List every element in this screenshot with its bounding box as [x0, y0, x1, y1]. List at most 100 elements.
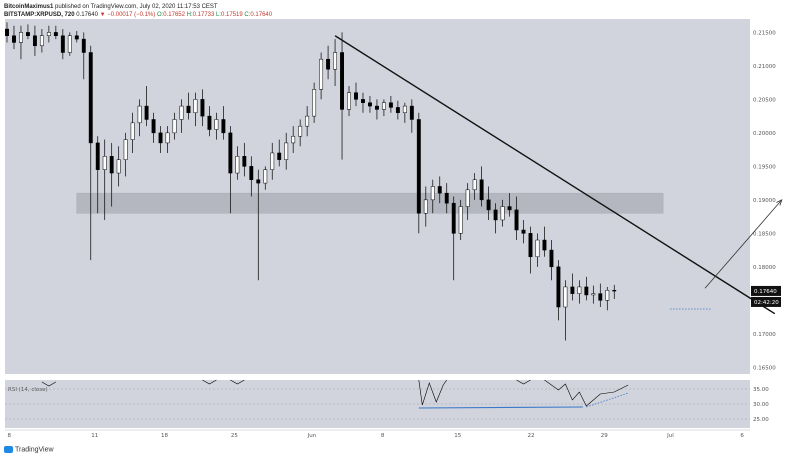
candle-up	[591, 293, 596, 296]
x-tick-label: 6	[740, 433, 744, 439]
resistance-zone	[76, 192, 664, 214]
candle-down	[388, 102, 393, 108]
candle-up	[305, 115, 310, 127]
x-tick-label: 22	[528, 433, 535, 439]
descending-trendline	[334, 35, 776, 315]
candle-down	[25, 32, 30, 36]
candle-up	[312, 89, 317, 117]
candle-up	[19, 32, 23, 43]
ohlc-h: 0.17733	[192, 12, 215, 18]
candle-down	[493, 209, 498, 221]
candle-down	[144, 105, 149, 120]
candle-down	[81, 38, 86, 53]
candle-down	[542, 239, 547, 251]
candle-up	[116, 159, 121, 174]
candle-down	[514, 209, 519, 231]
candle-down	[186, 105, 191, 114]
rsi-level-label: 25.00	[753, 417, 769, 423]
y-tick-label: 0.21500	[753, 30, 776, 36]
tradingview-brand[interactable]: TradingView	[4, 446, 54, 453]
candle-down	[584, 286, 589, 296]
candle-down	[409, 105, 414, 120]
candle-down	[32, 35, 37, 47]
projection-arrow-shaft	[704, 199, 783, 289]
candle-down	[451, 202, 456, 234]
publisher-name[interactable]: BitcoinMaximus1	[4, 4, 54, 10]
x-tick-label: 25	[231, 433, 238, 439]
candle-down	[326, 58, 331, 70]
x-tick-label: Jun	[307, 433, 317, 439]
ohlc-o-label: O:	[156, 12, 164, 18]
candle-down	[221, 119, 226, 134]
candle-down	[200, 99, 205, 117]
candle-up	[165, 132, 170, 144]
candle-up	[458, 206, 463, 234]
y-tick-label: 0.18500	[753, 231, 776, 237]
candle-down	[507, 206, 512, 211]
candle-down	[207, 115, 212, 130]
candle-up	[270, 152, 275, 170]
candle-up	[130, 122, 135, 140]
candle-down	[95, 142, 100, 170]
rsi-level-label: 30.00	[753, 402, 769, 408]
candle-up	[284, 142, 289, 160]
candle-down	[256, 179, 261, 184]
candle-down	[151, 119, 156, 134]
rsi-label: RSI (14, close)	[8, 387, 48, 393]
candle-down	[249, 166, 254, 181]
candle-down	[53, 32, 58, 36]
candle-down	[486, 199, 491, 211]
candle-down	[74, 35, 79, 40]
candle-up	[605, 290, 610, 301]
candle-down	[549, 249, 554, 268]
x-tick-label: 8	[381, 433, 385, 439]
candle-up	[465, 189, 470, 207]
candle-up	[46, 32, 51, 36]
x-tick-label: 18	[161, 433, 168, 439]
y-tick-label: 0.19000	[753, 198, 776, 204]
candle-down	[5, 28, 9, 36]
y-tick-label: 0.18000	[753, 265, 776, 271]
ohlc-l: 0.17519	[221, 12, 243, 18]
projection-arrow-head	[776, 199, 783, 206]
candle-up	[563, 286, 568, 308]
publish-info: BitcoinMaximus1 published on TradingView…	[4, 3, 218, 11]
candle-down	[521, 229, 526, 234]
rsi-line	[418, 379, 447, 406]
ohlc-l-label: L:	[216, 12, 222, 18]
candle-down	[60, 35, 65, 53]
y-tick-label: 0.17000	[753, 332, 776, 338]
candle-up	[67, 35, 72, 53]
candle-down	[570, 286, 575, 294]
y-tick-label: 0.21000	[753, 64, 776, 70]
candle-up	[381, 102, 386, 110]
candle-down	[109, 156, 114, 174]
y-tick-label: 0.20500	[753, 97, 776, 103]
candle-down	[612, 290, 617, 292]
rsi-fragment-line	[516, 379, 531, 385]
publish-date: published on TradingView.com, July 02, 2…	[55, 4, 218, 10]
candle-up	[472, 179, 477, 191]
candle-down	[437, 186, 442, 194]
candle-up	[193, 99, 198, 114]
candle-up	[577, 286, 582, 294]
candle-down	[340, 52, 344, 110]
candle-down	[528, 233, 533, 258]
rsi-line	[544, 379, 629, 407]
x-tick-label: 29	[601, 433, 608, 439]
candle-down	[395, 107, 400, 114]
brand-label: TradingView	[15, 446, 54, 454]
price-change: ▼ −0.00017 (−0.1%)	[99, 12, 156, 18]
rsi-fragment-line	[41, 381, 57, 387]
y-tick-label: 0.19500	[753, 164, 776, 170]
candle-up	[319, 58, 324, 90]
candle-down	[277, 152, 282, 160]
candle-down	[598, 293, 603, 301]
candle-up	[500, 206, 505, 221]
candle-up	[430, 186, 435, 201]
candle-up	[179, 105, 184, 120]
candle-down	[158, 132, 163, 144]
x-tick-label: 15	[454, 433, 461, 439]
candle-up	[137, 105, 142, 124]
